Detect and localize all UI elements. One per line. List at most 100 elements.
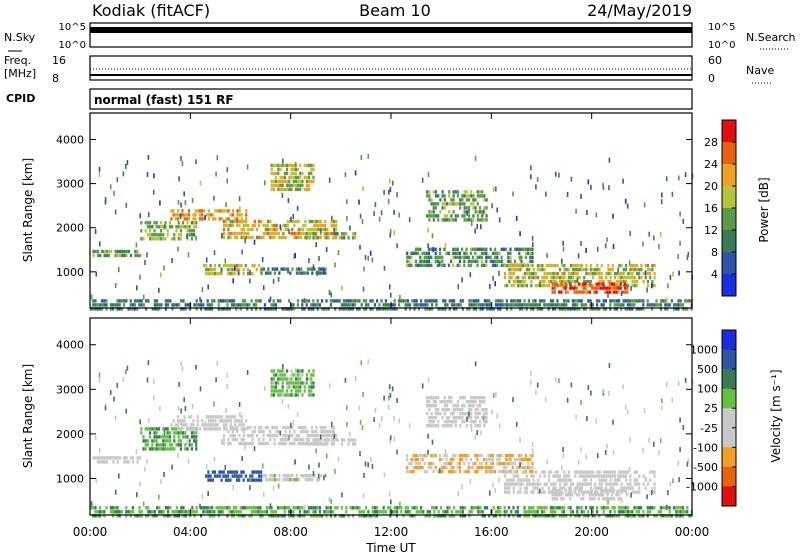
power-echo-cell [227, 217, 230, 221]
velocity-echo-cell [220, 419, 224, 423]
velocity-echo-cell [684, 377, 687, 383]
power-echo-cell [629, 275, 632, 280]
power-echo-cell [246, 307, 249, 311]
velocity-echo-cell [574, 514, 577, 518]
power-echo-cell [191, 197, 194, 203]
velocity-echo-cell [491, 461, 494, 466]
velocity-echo-cell [448, 424, 451, 428]
power-echo-cell [151, 233, 154, 237]
power-echo-cell [450, 198, 453, 202]
velocity-echo-cell [283, 373, 286, 377]
velocity-echo-cell [147, 506, 150, 510]
power-echo-cell [659, 307, 662, 311]
velocity-echo-cell [525, 490, 529, 494]
velocity-echo-cell [277, 377, 280, 381]
velocity-echo-cell [602, 493, 605, 497]
power-echo-cell [534, 271, 537, 276]
power-echo-cell [359, 213, 362, 219]
velocity-echo-cell [520, 453, 523, 458]
power-echo-cell [282, 235, 285, 240]
velocity-echo-cell [412, 457, 415, 462]
velocity-echo-cell [275, 433, 278, 438]
power-echo-cell [286, 223, 289, 228]
velocity-echo-cell [132, 460, 135, 464]
velocity-echo-cell [434, 453, 437, 458]
velocity-echo-cell [635, 482, 639, 486]
power-echo-cell [340, 236, 344, 240]
power-echo-cell [249, 235, 252, 240]
velocity-echo-cell [173, 435, 176, 439]
velocity-echo-cell [428, 396, 431, 400]
power-echo-cell [547, 263, 551, 268]
power-echo-cell [424, 303, 427, 307]
velocity-echo-cell [155, 439, 158, 443]
velocity-echo-cell [618, 510, 621, 514]
power-echo-cell [290, 171, 293, 176]
power-echo-cell [640, 263, 643, 268]
power-echo-cell [481, 218, 484, 222]
velocity-echo-cell [299, 425, 303, 430]
power-echo-cell [308, 258, 310, 264]
velocity-echo-cell [118, 510, 121, 514]
power-echo-cell [281, 187, 284, 192]
power-echo-cell [463, 218, 466, 222]
power-echo-cell [469, 272, 472, 278]
power-echo-cell [428, 190, 431, 194]
power-echo-cell [310, 227, 314, 232]
velocity-echo-cell [242, 478, 245, 482]
velocity-echo-cell [594, 490, 597, 494]
velocity-echo-cell [286, 433, 289, 438]
power-echo-cell [241, 249, 243, 255]
power-echo-cell [253, 263, 256, 268]
power-echo-cell [273, 271, 276, 275]
velocity-echo-cell [472, 506, 475, 510]
velocity-echo-cell [304, 441, 307, 446]
velocity-echo-cell [437, 412, 440, 416]
power-echo-cell [337, 250, 340, 256]
power-echo-cell [624, 282, 627, 286]
velocity-echo-cell [485, 412, 488, 416]
velocity-echo-cell [508, 514, 511, 518]
velocity-echo-cell [454, 453, 457, 458]
velocity-echo-cell [560, 506, 563, 510]
velocity-echo-cell [248, 506, 251, 510]
velocity-echo-cell [569, 497, 572, 501]
velocity-echo-cell [212, 419, 215, 423]
velocity-echo-cell [270, 514, 273, 518]
power-echo-cell [277, 299, 280, 303]
power-echo-cell [250, 299, 253, 303]
power-echo-cell [312, 307, 315, 311]
power-echo-cell [456, 263, 459, 267]
power-echo-cell [213, 267, 217, 272]
velocity-echo-cell [456, 404, 460, 408]
velocity-echo-cell [686, 506, 689, 510]
velocity-echo-cell [488, 514, 491, 518]
power-echo-cell [452, 194, 455, 198]
velocity-echo-cell [679, 510, 682, 514]
velocity-echo-cell [613, 506, 616, 510]
velocity-echo-cell [563, 486, 566, 490]
power-echo-cell [359, 244, 361, 250]
velocity-echo-cell [650, 490, 653, 495]
power-echo-cell [481, 307, 484, 311]
power-echo-cell [519, 231, 521, 237]
velocity-echo-cell [171, 427, 174, 431]
power-echo-cell [281, 175, 284, 180]
velocity-echo-cell [240, 415, 243, 419]
velocity-echo-cell [240, 441, 243, 446]
power-echo-cell [434, 206, 438, 210]
power-echo-cell [498, 251, 501, 255]
power-echo-cell [242, 267, 245, 272]
velocity-echo-cell [624, 514, 627, 518]
velocity-echo-cell [272, 510, 275, 514]
power-echo-cell [414, 247, 417, 251]
power-echo-cell [516, 299, 519, 303]
velocity-echo-cell [630, 492, 632, 498]
power-echo-cell [642, 241, 644, 247]
power-echo-cell [467, 255, 470, 259]
velocity-echo-cell [230, 514, 233, 518]
power-echo-cell [525, 271, 529, 276]
power-echo-cell [244, 299, 247, 303]
velocity-echo-cell [445, 424, 449, 428]
velocity-echo-cell [103, 456, 106, 460]
